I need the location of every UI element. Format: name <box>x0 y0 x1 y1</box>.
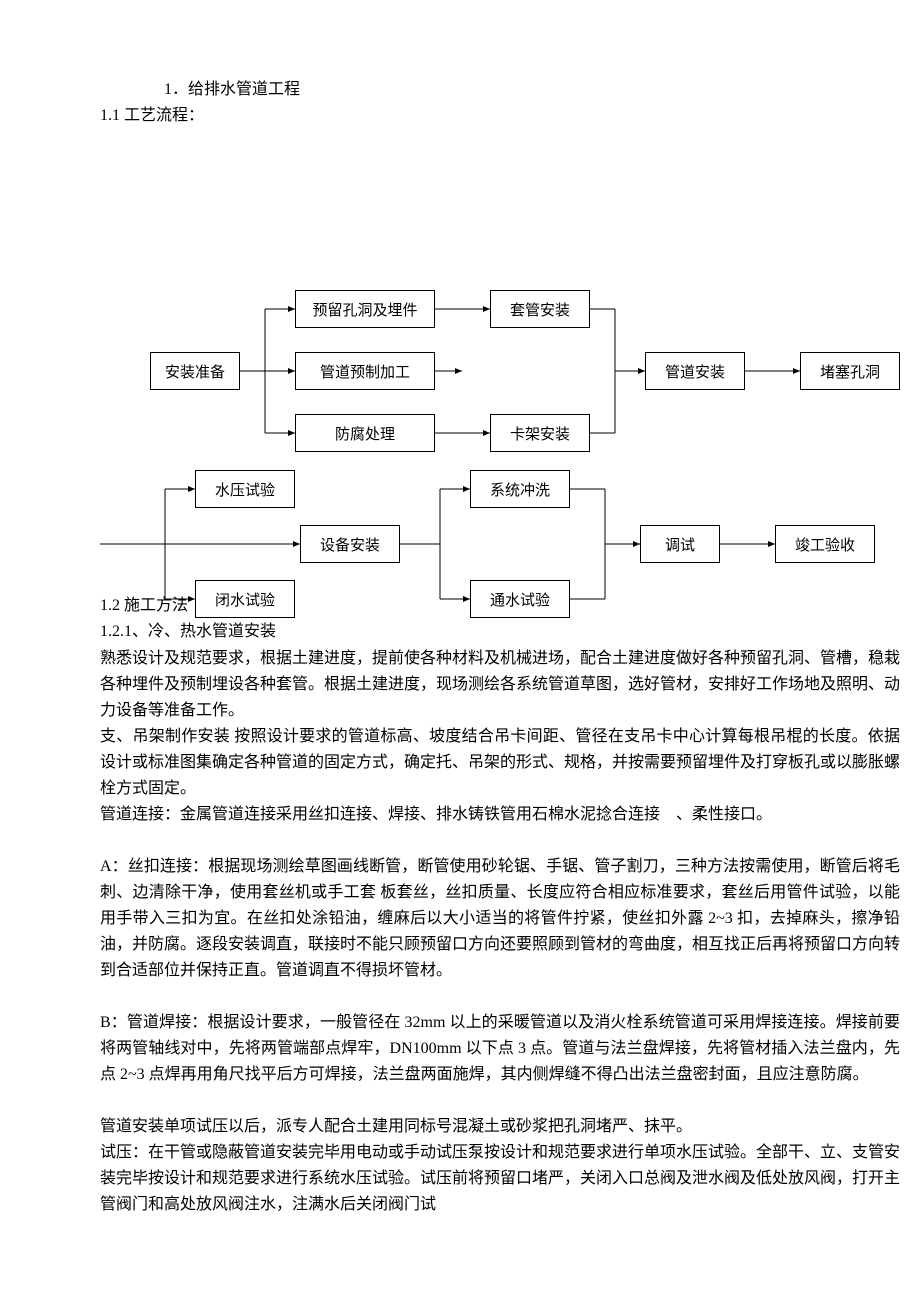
flow2-node-flush: 系统冲洗 <box>470 470 570 508</box>
flow1-node-bracket: 卡架安装 <box>490 414 590 452</box>
heading-1-1: 1.1 工艺流程： <box>100 104 204 128</box>
flow2-node-hydro: 水压试验 <box>195 470 295 508</box>
flow1-node-prep: 安装准备 <box>150 352 240 390</box>
heading-1-2: 1.2 施工方法 <box>100 594 188 618</box>
para-6: 管道安装单项试压以后，派专人配合土建用同标号混凝土或砂浆把孔洞堵严、抹平。 <box>100 1114 900 1140</box>
flow2-node-water: 通水试验 <box>470 580 570 618</box>
flow2-node-debug: 调试 <box>640 525 720 563</box>
flow1-node-anticorr: 防腐处理 <box>295 414 435 452</box>
para-1: 熟悉设计及规范要求，根据土建进度，提前使各种材料及机械进场，配合土建进度做好各种… <box>100 646 900 724</box>
heading-1: 1．给排水管道工程 <box>164 78 300 102</box>
flow1-node-plug: 堵塞孔洞 <box>800 352 900 390</box>
para-7: 试压：在干管或隐蔽管道安装完毕用电动或手动试压泵按设计和规范要求进行单项水压试验… <box>100 1140 900 1218</box>
para-2: 支、吊架制作安装 按照设计要求的管道标高、坡度结合吊卡间距、管径在支吊卡中心计算… <box>100 724 900 802</box>
flow2-node-closed: 闭水试验 <box>195 580 295 618</box>
heading-1-2-1: 1.2.1、冷、热水管道安装 <box>100 620 276 644</box>
flow2-node-accept: 竣工验收 <box>775 525 875 563</box>
flow1-node-reserve: 预留孔洞及埋件 <box>295 290 435 328</box>
flow1-node-prefab: 管道预制加工 <box>295 352 435 390</box>
para-3: 管道连接：金属管道连接采用丝扣连接、焊接、排水铸铁管用石棉水泥捻合连接 、柔性接… <box>100 802 900 828</box>
page: 1．给排水管道工程 1.1 工艺流程： 安装准备 预留孔洞及埋件 管道预制加工 … <box>0 0 920 1302</box>
para-4: A：丝扣连接：根据现场测绘草图画线断管，断管使用砂轮锯、手锯、管子割刀，三种方法… <box>100 854 900 984</box>
flow1-node-sleeve: 套管安装 <box>490 290 590 328</box>
para-5: B：管道焊接：根据设计要求，一般管径在 32mm 以上的采暖管道以及消火栓系统管… <box>100 1010 900 1088</box>
flow1-node-install: 管道安装 <box>645 352 745 390</box>
flow2-node-equip: 设备安装 <box>300 525 400 563</box>
